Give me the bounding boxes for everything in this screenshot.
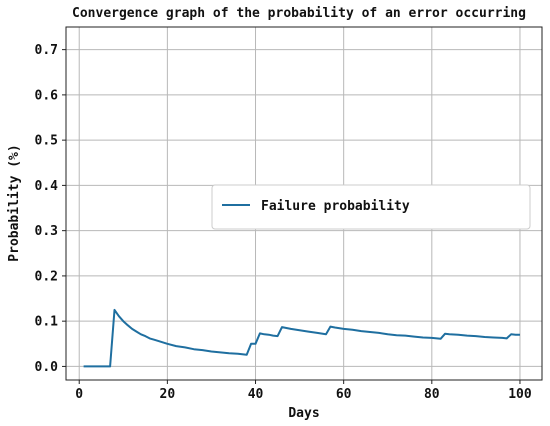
y-tick-label: 0.0: [35, 360, 59, 375]
y-tick-label: 0.1: [35, 315, 59, 330]
legend: Failure probability: [211, 184, 531, 230]
axis-ticks: 0 20 40 60 80 100 0.0 0.1 0.2 0.3 0.4 0.5 0.6 0.7: [35, 43, 532, 402]
x-axis-label: Days: [288, 406, 319, 421]
x-tick-label: 80: [424, 387, 440, 402]
y-tick-label: 0.2: [35, 269, 58, 284]
x-tick-label: 100: [508, 387, 532, 402]
x-tick-label: 20: [160, 387, 176, 402]
series-line-0: [83, 308, 520, 368]
legend-box: [211, 184, 531, 230]
legend-label: Failure probability: [261, 199, 410, 214]
y-tick-label: 0.7: [35, 43, 58, 58]
plot-area: [65, 26, 543, 381]
series-layer: [83, 308, 520, 368]
x-tick-label: 40: [248, 387, 264, 402]
chart-title: Convergence graph of the probability of …: [72, 6, 526, 21]
x-tick-label: 0: [75, 387, 83, 402]
y-tick-label: 0.4: [35, 179, 59, 194]
y-tick-label: 0.3: [35, 224, 58, 239]
y-tick-label: 0.5: [35, 134, 58, 149]
y-axis-label: Probability (%): [7, 144, 22, 261]
x-tick-label: 60: [336, 387, 352, 402]
y-tick-label: 0.6: [35, 88, 59, 103]
